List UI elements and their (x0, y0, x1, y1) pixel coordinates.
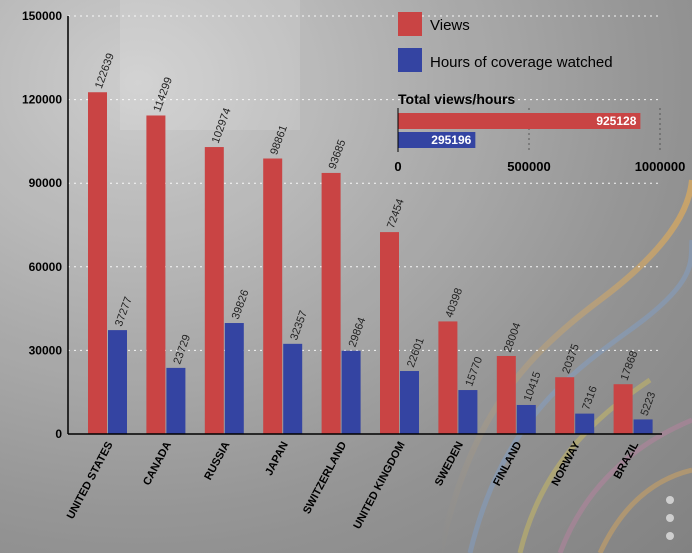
data-label-hours: 10415 (522, 370, 544, 403)
data-label-views: 17868 (619, 349, 641, 382)
bar-views (438, 321, 458, 434)
inset-bar-views (398, 113, 641, 129)
bar-hours (283, 343, 303, 434)
bar-hours (575, 413, 595, 434)
y-tick-label: 0 (55, 427, 62, 441)
y-tick-label: 150000 (22, 9, 62, 23)
category-label: SWEDEN (433, 440, 466, 488)
bar-hours (224, 323, 244, 434)
bar-hours (400, 371, 419, 434)
y-tick-label: 60000 (29, 260, 63, 274)
legend-label-views: Views (430, 17, 470, 34)
y-tick-label: 120000 (22, 93, 62, 107)
category-label: CANADA (141, 440, 174, 488)
inset-chart: Total views/hours 925128 295196 0 500000 10… (394, 91, 685, 174)
y-tick-label: 90000 (29, 176, 63, 190)
inset-tick-label: 0 (394, 159, 401, 174)
inset-grid-lines (528, 108, 661, 152)
bar-views (263, 158, 283, 435)
axes (67, 16, 662, 435)
data-label-views: 72454 (385, 197, 407, 230)
data-label-hours: 7316 (580, 385, 600, 412)
bar-views (496, 355, 516, 434)
bar-views (88, 92, 107, 435)
data-label-views: 40398 (443, 287, 465, 320)
data-label-hours: 39826 (230, 288, 252, 321)
category-label: UNITED KINGDOM (351, 440, 407, 531)
data-label-views: 93685 (327, 138, 349, 171)
inset-bar-hours (398, 132, 476, 148)
data-label-views: 122639 (93, 52, 117, 91)
y-tick-labels: 0 30000 60000 90000 120000 150000 (22, 9, 62, 441)
inset-tick-label: 1000000 (635, 159, 686, 174)
bar-views (146, 115, 166, 434)
bar-hours (633, 419, 653, 434)
data-label-hours: 37277 (113, 295, 135, 328)
inset-tick-label: 500000 (507, 159, 550, 174)
bar-views (380, 232, 399, 434)
data-label-hours: 32357 (288, 309, 310, 342)
category-label: JAPAN (263, 440, 291, 478)
inset-value-label-views: 925128 (596, 114, 636, 128)
data-label-views: 102974 (210, 106, 234, 145)
inset-tick-labels: 0 500000 1000000 (394, 159, 685, 174)
data-labels: 122639 37277 114299 23729 102974 39826 98861 32… (93, 52, 658, 418)
bar-views (321, 172, 341, 434)
data-label-hours: 29864 (347, 316, 369, 349)
data-label-hours: 23729 (171, 333, 193, 366)
legend-label-hours: Hours of coverage watched (430, 54, 613, 71)
data-label-views: 20375 (560, 342, 582, 375)
category-label: RUSSIA (202, 440, 232, 482)
inset-title: Total views/hours (398, 91, 515, 107)
y-tick-label: 30000 (29, 343, 63, 357)
data-label-hours: 15770 (463, 355, 485, 388)
bar-hours (166, 367, 186, 434)
legend-swatch-views (398, 12, 422, 36)
category-label: UNITED STATES (65, 440, 116, 521)
inset-value-label-hours: 295196 (431, 133, 471, 147)
bar-views (555, 377, 575, 434)
bar-hours (341, 350, 361, 434)
data-label-views: 114299 (151, 76, 175, 114)
data-label-views: 98861 (268, 124, 290, 157)
bars (88, 92, 653, 435)
bar-views (204, 147, 224, 435)
data-label-hours: 22601 (405, 336, 427, 369)
category-label: BRAZIL (612, 440, 642, 481)
data-label-hours: 5223 (639, 390, 659, 417)
legend-swatch-hours (398, 48, 422, 72)
bar-hours (458, 390, 478, 434)
category-label: SWITZERLAND (301, 440, 349, 516)
category-labels: UNITED STATES CANADA RUSSIA JAPAN SWITZERLAN… (65, 439, 642, 531)
data-label-views: 28004 (502, 321, 524, 354)
category-label: FINLAND (491, 440, 524, 488)
inset-bars: 925128 295196 (398, 113, 641, 148)
bar-views (613, 384, 633, 434)
legend: Views Hours of coverage watched (398, 12, 613, 72)
bar-hours (108, 330, 127, 434)
category-label: NORWAY (550, 439, 584, 488)
bar-hours (516, 404, 536, 434)
